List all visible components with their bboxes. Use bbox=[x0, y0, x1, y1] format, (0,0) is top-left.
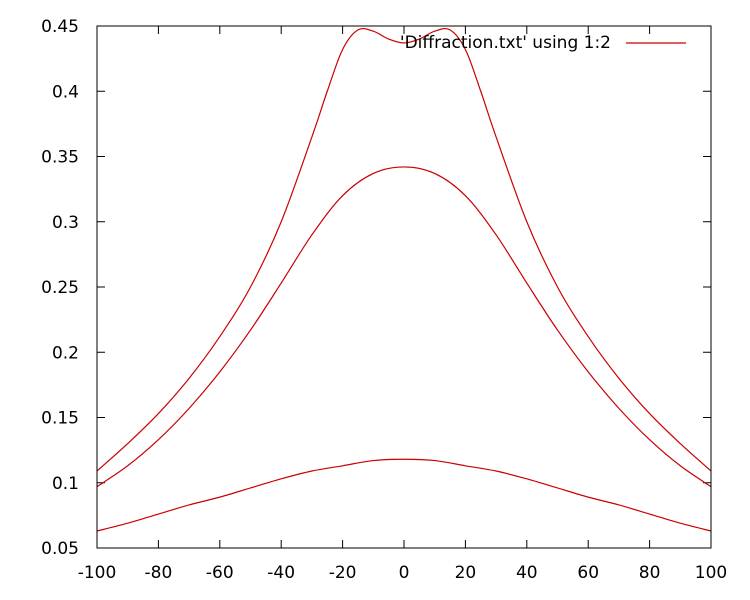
y-tick-label: 0.25 bbox=[41, 278, 79, 298]
y-tick-label: 0.05 bbox=[41, 539, 79, 559]
x-tick-label: 0 bbox=[399, 563, 410, 583]
x-tick-label: 80 bbox=[639, 563, 661, 583]
plot-frame bbox=[96, 25, 712, 549]
x-tick-label: 60 bbox=[577, 563, 599, 583]
x-tick-label: 20 bbox=[455, 563, 477, 583]
y-tick-label: 0.4 bbox=[52, 82, 79, 102]
x-tick-label: -40 bbox=[267, 563, 295, 583]
y-tick-label: 0.3 bbox=[52, 213, 79, 233]
series-layer bbox=[96, 27, 712, 532]
series-line-2 bbox=[96, 166, 712, 488]
legend-label: 'Diffraction.txt' using 1:2 bbox=[400, 33, 611, 53]
y-tick-label: 0.2 bbox=[52, 343, 79, 363]
series-line-1 bbox=[96, 27, 712, 472]
x-tick-label: 40 bbox=[516, 563, 538, 583]
x-tick-label: -100 bbox=[78, 563, 117, 583]
y-tick-label: 0.35 bbox=[41, 148, 79, 168]
x-tick-label: -20 bbox=[329, 563, 357, 583]
x-tick-label: 100 bbox=[695, 563, 727, 583]
y-tick-label: 0.45 bbox=[41, 17, 79, 37]
x-tick-label: -60 bbox=[206, 563, 234, 583]
legend: 'Diffraction.txt' using 1:2 bbox=[400, 33, 686, 53]
ticks-layer: -100 -80 -60 -40 -20 0 20 40 60 80 100 0.05 0.1 0.15 0… bbox=[41, 17, 727, 583]
y-tick-label: 0.1 bbox=[52, 474, 79, 494]
y-tick-label: 0.15 bbox=[41, 409, 79, 429]
series-line-3 bbox=[96, 458, 712, 532]
x-tick-label: -80 bbox=[145, 563, 173, 583]
